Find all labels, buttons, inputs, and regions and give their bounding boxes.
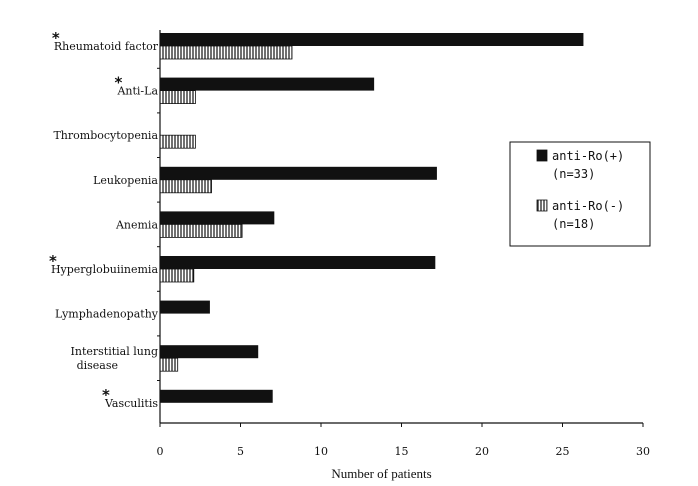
bar-anti-ro-pos bbox=[160, 33, 584, 46]
bar-anti-ro-pos bbox=[160, 256, 436, 269]
category-label-line: Thrombocytopenia bbox=[53, 129, 158, 142]
legend-label: anti-Ro(-) bbox=[552, 199, 624, 213]
category-label: Leukopenia bbox=[93, 174, 158, 187]
significance-marker: * bbox=[114, 74, 122, 92]
x-tick-label: 15 bbox=[395, 445, 409, 458]
bar-anti-ro-neg bbox=[159, 179, 212, 194]
x-tick-label: 0 bbox=[157, 445, 164, 458]
category-label: Lymphadenopathy bbox=[55, 308, 159, 321]
category-label-line: Anemia bbox=[115, 218, 158, 231]
category-label-line: disease bbox=[77, 359, 118, 372]
category-label: Anemia bbox=[115, 218, 158, 231]
legend-box bbox=[509, 141, 651, 247]
category-label: Rheumatoid factor bbox=[54, 40, 159, 53]
category-label: Vasculitis bbox=[104, 397, 158, 410]
legend: anti-Ro(+) (n=33) anti-Ro(-) (n=18) bbox=[509, 141, 651, 247]
bar-anti-ro-neg bbox=[159, 357, 179, 372]
x-tick-label: 5 bbox=[237, 445, 244, 458]
bar-anti-ro-neg bbox=[159, 223, 243, 238]
bar-anti-ro-pos bbox=[160, 211, 275, 225]
legend-label: anti-Ro(+) bbox=[552, 149, 624, 163]
x-tick-label: 10 bbox=[314, 445, 328, 458]
bar-anti-ro-pos bbox=[160, 300, 210, 314]
category-label-line: Vasculitis bbox=[104, 397, 158, 410]
bar-anti-ro-pos bbox=[160, 345, 259, 359]
significance-marker: * bbox=[49, 252, 57, 270]
category-label-line: Lymphadenopathy bbox=[55, 308, 159, 321]
x-axis-title: Number of patients bbox=[331, 466, 431, 481]
bar-anti-ro-neg bbox=[159, 268, 195, 283]
legend-count: (n=33) bbox=[552, 167, 595, 181]
category-label-line: Rheumatoid factor bbox=[54, 40, 159, 53]
category-labels: Rheumatoid factor*Anti-La*Thrombocytopen… bbox=[49, 29, 159, 410]
axes: 0 5 10 15 20 25 30 Number of patients bbox=[157, 30, 650, 481]
category-label: Interstitial lung disease bbox=[71, 345, 158, 372]
significance-marker: * bbox=[52, 29, 60, 47]
category-label: Anti-La bbox=[116, 85, 158, 98]
category-label-line: Hyperglobuiinemia bbox=[51, 263, 159, 276]
category-label: Thrombocytopenia bbox=[53, 129, 158, 142]
category-label: Hyperglobuiinemia bbox=[51, 263, 159, 276]
legend-count: (n=18) bbox=[552, 217, 595, 231]
bar-anti-ro-neg bbox=[159, 45, 293, 60]
bar-anti-ro-pos bbox=[160, 77, 375, 91]
x-tick-label: 25 bbox=[556, 445, 570, 458]
x-tick-label: 30 bbox=[636, 445, 650, 458]
category-label-line: Anti-La bbox=[116, 85, 158, 98]
bar-anti-ro-neg bbox=[159, 134, 196, 149]
bar-anti-ro-pos bbox=[160, 166, 437, 180]
category-label-line: Interstitial lung bbox=[71, 345, 158, 358]
bars bbox=[159, 33, 584, 403]
category-label-line: Leukopenia bbox=[93, 174, 158, 187]
bar-anti-ro-neg bbox=[159, 90, 196, 104]
x-tick-label: 20 bbox=[475, 445, 489, 458]
legend-swatch bbox=[536, 199, 548, 212]
legend-swatch bbox=[536, 149, 548, 162]
bar-anti-ro-pos bbox=[160, 389, 273, 403]
significance-marker: * bbox=[102, 386, 110, 404]
